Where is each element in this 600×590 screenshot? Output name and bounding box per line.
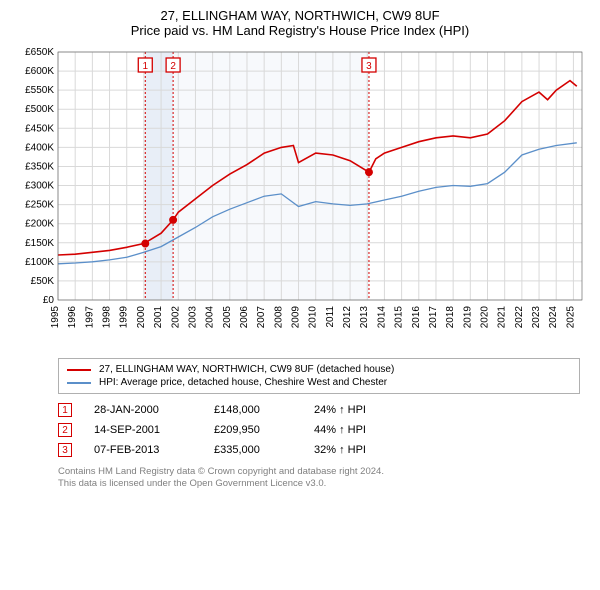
- transaction-price: £335,000: [214, 444, 314, 456]
- x-tick-label: 2007: [256, 306, 267, 329]
- y-tick-label: £350K: [25, 161, 54, 172]
- x-tick-label: 2010: [308, 306, 319, 329]
- x-tick-label: 2014: [376, 306, 387, 329]
- title-line-1: 27, ELLINGHAM WAY, NORTHWICH, CW9 8UF: [10, 8, 590, 23]
- x-tick-label: 1995: [50, 306, 61, 329]
- marker-number: 3: [366, 61, 372, 72]
- x-tick-label: 2015: [394, 306, 405, 329]
- transaction-date: 14-SEP-2001: [94, 424, 214, 436]
- legend-label: 27, ELLINGHAM WAY, NORTHWICH, CW9 8UF (d…: [99, 364, 394, 375]
- x-tick-label: 1998: [102, 306, 113, 329]
- transaction-marker: 1: [58, 403, 72, 417]
- chart-svg: £0 £50K £100K £150K £200K £250K £300K £350K £400…: [10, 44, 590, 354]
- x-tick-label: 2021: [497, 306, 508, 329]
- y-tick-label: £500K: [25, 104, 54, 115]
- x-tick-label: 2016: [411, 306, 422, 329]
- legend: 27, ELLINGHAM WAY, NORTHWICH, CW9 8UF (d…: [58, 358, 580, 394]
- x-tick-label: 1999: [119, 306, 130, 329]
- series-dot: [169, 216, 177, 224]
- legend-item: 27, ELLINGHAM WAY, NORTHWICH, CW9 8UF (d…: [67, 363, 571, 376]
- series-dot: [365, 168, 373, 176]
- y-tick-label: £100K: [25, 257, 54, 268]
- x-tick-label: 2002: [170, 306, 181, 329]
- x-tick-label: 2011: [325, 306, 336, 328]
- y-tick-label: £0: [43, 295, 55, 306]
- transaction-row: 1 28-JAN-2000£148,00024% ↑ HPI: [58, 400, 580, 420]
- legend-item: HPI: Average price, detached house, Ches…: [67, 376, 571, 389]
- x-tick-label: 2005: [222, 306, 233, 329]
- x-tick-label: 1997: [84, 306, 95, 329]
- footer-line-1: Contains HM Land Registry data © Crown c…: [58, 466, 580, 478]
- y-tick-label: £250K: [25, 200, 54, 211]
- y-tick-label: £600K: [25, 66, 54, 77]
- series-dot: [141, 240, 149, 248]
- x-tick-label: 2024: [548, 306, 559, 329]
- transaction-price: £148,000: [214, 404, 314, 416]
- marker-number: 2: [170, 61, 176, 72]
- x-tick-label: 2012: [342, 306, 353, 329]
- legend-label: HPI: Average price, detached house, Ches…: [99, 377, 387, 388]
- transaction-date: 28-JAN-2000: [94, 404, 214, 416]
- y-tick-label: £400K: [25, 142, 54, 153]
- x-tick-label: 2018: [445, 306, 456, 329]
- x-tick-label: 2020: [480, 306, 491, 329]
- x-tick-label: 2000: [136, 306, 147, 329]
- transaction-row: 3 07-FEB-2013£335,00032% ↑ HPI: [58, 440, 580, 460]
- x-tick-label: 2017: [428, 306, 439, 329]
- x-tick-label: 2022: [514, 306, 525, 329]
- transaction-delta: 32% ↑ HPI: [314, 444, 414, 456]
- y-tick-label: £650K: [25, 47, 54, 58]
- y-tick-label: £450K: [25, 123, 54, 134]
- y-tick-label: £300K: [25, 181, 54, 192]
- footer-attribution: Contains HM Land Registry data © Crown c…: [58, 466, 580, 491]
- title-line-2: Price paid vs. HM Land Registry's House …: [10, 23, 590, 38]
- x-tick-label: 2023: [531, 306, 542, 329]
- y-tick-label: £50K: [31, 276, 55, 287]
- x-tick-label: 2009: [291, 306, 302, 329]
- chart-band: [145, 52, 173, 300]
- transaction-date: 07-FEB-2013: [94, 444, 214, 456]
- title-block: 27, ELLINGHAM WAY, NORTHWICH, CW9 8UF Pr…: [10, 8, 590, 38]
- x-tick-label: 2003: [187, 306, 198, 329]
- x-tick-label: 2025: [565, 306, 576, 329]
- legend-swatch: [67, 382, 91, 384]
- x-tick-label: 2008: [273, 306, 284, 329]
- marker-number: 1: [142, 61, 148, 72]
- transaction-row: 2 14-SEP-2001£209,95044% ↑ HPI: [58, 420, 580, 440]
- legend-swatch: [67, 369, 91, 371]
- y-tick-label: £200K: [25, 219, 54, 230]
- x-tick-label: 2019: [462, 306, 473, 329]
- y-tick-label: £150K: [25, 238, 54, 249]
- transactions-table: 1 28-JAN-2000£148,00024% ↑ HPI 2 14-SEP-200…: [58, 400, 580, 460]
- transaction-marker: 2: [58, 423, 72, 437]
- x-tick-label: 2006: [239, 306, 250, 329]
- transaction-delta: 24% ↑ HPI: [314, 404, 414, 416]
- x-tick-label: 2004: [205, 306, 216, 329]
- x-tick-label: 2013: [359, 306, 370, 329]
- chart-band: [173, 52, 369, 300]
- transaction-price: £209,950: [214, 424, 314, 436]
- footer-line-2: This data is licensed under the Open Gov…: [58, 478, 580, 490]
- x-tick-label: 1996: [67, 306, 78, 329]
- x-tick-label: 2001: [153, 306, 164, 329]
- y-tick-label: £550K: [25, 85, 54, 96]
- chart: £0 £50K £100K £150K £200K £250K £300K £350K £400…: [10, 44, 590, 354]
- transaction-marker: 3: [58, 443, 72, 457]
- transaction-delta: 44% ↑ HPI: [314, 424, 414, 436]
